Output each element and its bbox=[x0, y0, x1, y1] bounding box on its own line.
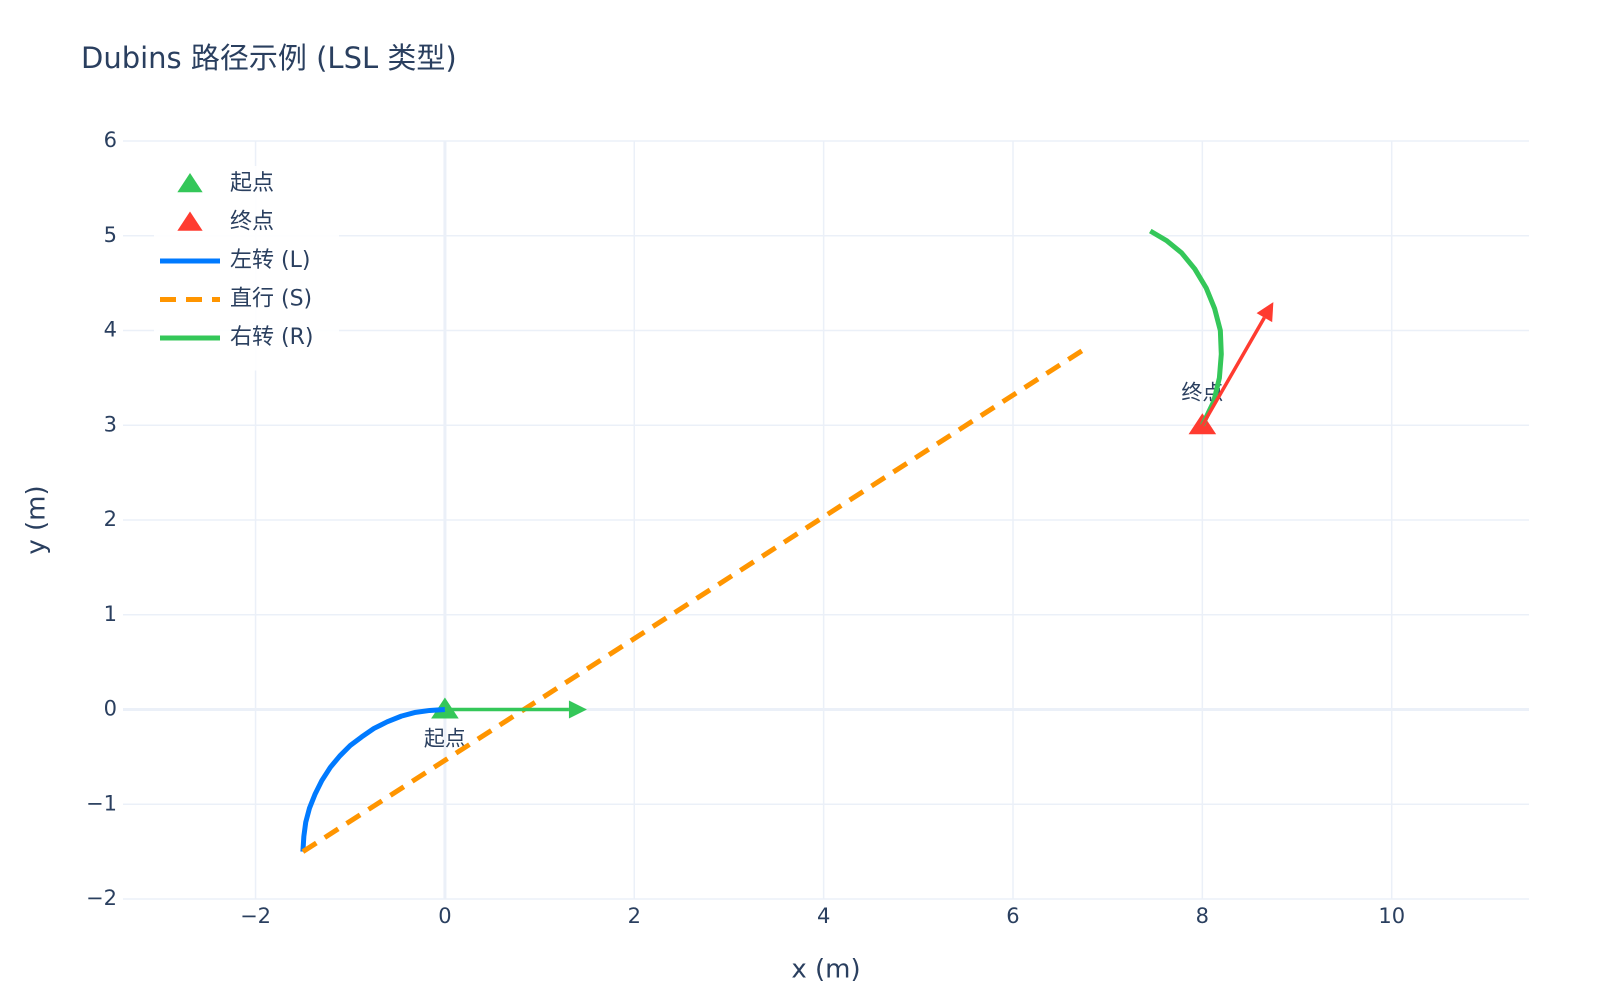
marker-label: 起点 bbox=[424, 727, 466, 751]
x-tick-label: −2 bbox=[240, 904, 271, 928]
grid: −2 0 2 4 6 8 10 −2 −1 0 1 2 3 4 5 6 bbox=[86, 128, 1529, 928]
x-tick-label: 0 bbox=[438, 904, 451, 928]
y-axis-title: y (m) bbox=[22, 485, 52, 554]
arrow-shaft bbox=[1200, 316, 1266, 427]
path-line bbox=[1149, 228, 1224, 427]
y-tick-label: −2 bbox=[86, 886, 117, 910]
x-tick-label: 2 bbox=[628, 904, 641, 928]
legend-label: 起点 bbox=[230, 171, 274, 196]
y-tick-label: 5 bbox=[104, 223, 117, 247]
x-tick-label: 10 bbox=[1378, 904, 1405, 928]
y-tick-label: 1 bbox=[104, 602, 117, 626]
y-tick-label: 4 bbox=[104, 318, 117, 342]
legend-label: 左转 (L) bbox=[230, 248, 310, 273]
y-tick-label: −1 bbox=[86, 791, 117, 815]
arrow-head bbox=[1256, 302, 1274, 323]
x-tick-label: 6 bbox=[1006, 904, 1019, 928]
legend-label: 右转 (R) bbox=[230, 325, 313, 350]
y-tick-label: 0 bbox=[104, 697, 117, 721]
path-line bbox=[300, 707, 446, 852]
legend-label: 终点 bbox=[230, 210, 274, 235]
chart-title: Dubins 路径示例 (LSL 类型) bbox=[81, 41, 457, 75]
arrow-head bbox=[568, 700, 587, 719]
x-tick-label: 8 bbox=[1196, 904, 1209, 928]
legend-symbol bbox=[177, 173, 203, 193]
y-tick-label: 2 bbox=[104, 507, 117, 531]
legend-label: 直行 (S) bbox=[230, 287, 312, 312]
y-tick-label: 6 bbox=[104, 128, 117, 152]
x-axis-title: x (m) bbox=[791, 955, 860, 985]
y-tick-label: 3 bbox=[104, 412, 117, 436]
x-tick-label: 4 bbox=[817, 904, 830, 928]
legend-symbol bbox=[177, 211, 203, 231]
